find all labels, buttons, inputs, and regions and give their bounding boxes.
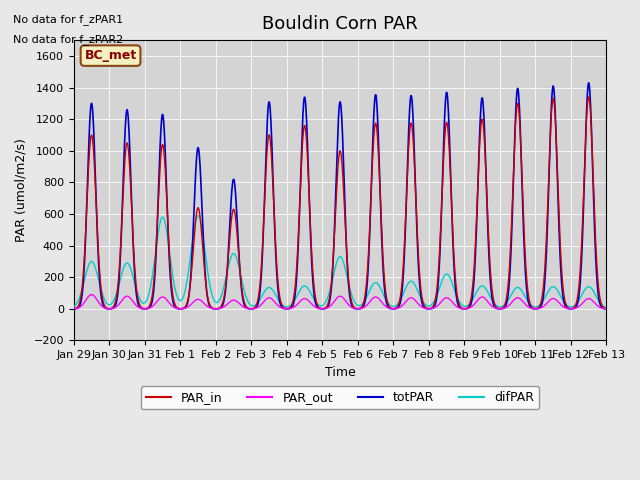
Text: No data for f_zPAR2: No data for f_zPAR2 — [13, 34, 123, 45]
Text: No data for f_zPAR1: No data for f_zPAR1 — [13, 14, 123, 25]
Y-axis label: PAR (umol/m2/s): PAR (umol/m2/s) — [15, 138, 28, 242]
Text: BC_met: BC_met — [84, 49, 137, 62]
Legend: PAR_in, PAR_out, totPAR, difPAR: PAR_in, PAR_out, totPAR, difPAR — [141, 386, 540, 409]
X-axis label: Time: Time — [324, 366, 355, 379]
Title: Bouldin Corn PAR: Bouldin Corn PAR — [262, 15, 418, 33]
